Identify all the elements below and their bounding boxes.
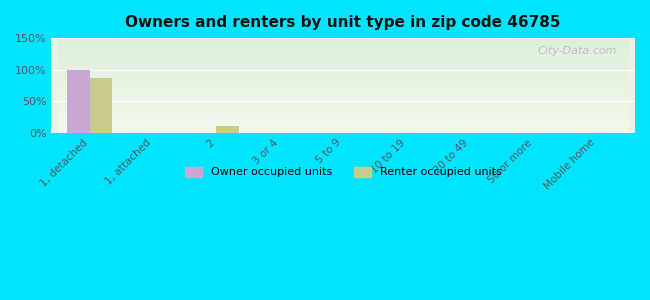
Bar [90, 78, 112, 133]
Bar [68, 70, 90, 133]
Bar [216, 126, 239, 133]
Legend: Owner occupied units, Renter occupied units: Owner occupied units, Renter occupied un… [181, 162, 506, 182]
Title: Owners and renters by unit type in zip code 46785: Owners and renters by unit type in zip c… [125, 15, 561, 30]
Text: City-Data.com: City-Data.com [538, 46, 617, 56]
